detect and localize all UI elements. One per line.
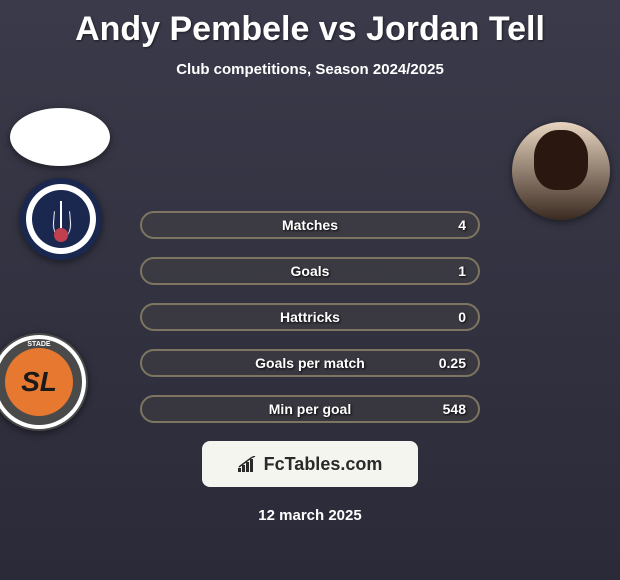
- stat-label: Matches: [282, 217, 338, 233]
- stat-value-right: 4: [458, 217, 466, 233]
- stat-label: Goals per match: [255, 355, 365, 371]
- stat-value-right: 548: [443, 401, 466, 417]
- stat-value-right: 0.25: [439, 355, 466, 371]
- stat-row: Hattricks 0: [140, 303, 480, 331]
- stats-container: Matches 4 Goals 1 Hattricks 0 Goals per …: [0, 211, 620, 524]
- footer-brand-text: FcTables.com: [264, 454, 383, 475]
- footer-date: 12 march 2025: [0, 507, 620, 524]
- footer-brand-badge: FcTables.com: [202, 441, 418, 487]
- stat-row: Goals 1: [140, 257, 480, 285]
- stat-row: Min per goal 548: [140, 395, 480, 423]
- stat-label: Hattricks: [280, 309, 340, 325]
- page-title: Andy Pembele vs Jordan Tell: [0, 0, 620, 49]
- stat-row: Matches 4: [140, 211, 480, 239]
- stat-row: Goals per match 0.25: [140, 349, 480, 377]
- subtitle: Club competitions, Season 2024/2025: [0, 61, 620, 78]
- stat-value-right: 0: [458, 309, 466, 325]
- player-right-photo: [512, 122, 610, 220]
- stat-label: Goals: [291, 263, 330, 279]
- stat-value-right: 1: [458, 263, 466, 279]
- chart-icon: [238, 456, 258, 472]
- player-left-photo: [10, 108, 110, 166]
- stat-label: Min per goal: [269, 401, 351, 417]
